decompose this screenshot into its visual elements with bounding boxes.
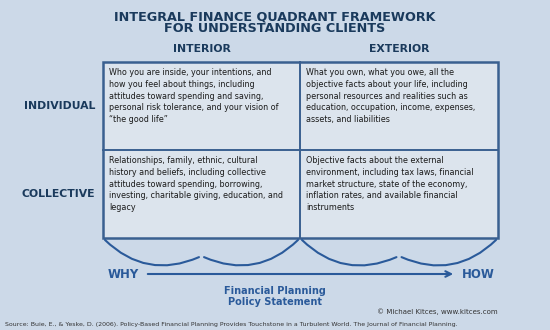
Bar bbox=[300, 150, 498, 238]
Bar bbox=[103, 62, 300, 150]
Text: Policy Statement: Policy Statement bbox=[228, 297, 322, 307]
Text: Who you are inside, your intentions, and
how you feel about things, including
at: Who you are inside, your intentions, and… bbox=[109, 68, 278, 124]
Text: Objective facts about the external
environment, including tax laws, financial
ma: Objective facts about the external envir… bbox=[306, 156, 474, 212]
Text: FOR UNDERSTANDING CLIENTS: FOR UNDERSTANDING CLIENTS bbox=[164, 22, 386, 35]
Text: Financial Planning: Financial Planning bbox=[224, 286, 326, 296]
Text: Relationships, family, ethnic, cultural
history and beliefs, including collectiv: Relationships, family, ethnic, cultural … bbox=[109, 156, 283, 212]
Text: INDIVIDUAL: INDIVIDUAL bbox=[24, 101, 95, 111]
Text: HOW: HOW bbox=[461, 268, 494, 280]
Bar bbox=[103, 150, 300, 238]
Text: INTEGRAL FINANCE QUADRANT FRAMEWORK: INTEGRAL FINANCE QUADRANT FRAMEWORK bbox=[114, 10, 436, 23]
Text: WHY: WHY bbox=[107, 268, 139, 280]
Text: INTERIOR: INTERIOR bbox=[173, 44, 230, 54]
Text: Source: Buie, E., & Yeske, D. (2006). Policy-Based Financial Planning Provides T: Source: Buie, E., & Yeske, D. (2006). Po… bbox=[5, 322, 458, 327]
Text: What you own, what you owe, all the
objective facts about your life, including
p: What you own, what you owe, all the obje… bbox=[306, 68, 475, 124]
Bar bbox=[300, 62, 498, 150]
Text: EXTERIOR: EXTERIOR bbox=[368, 44, 429, 54]
Text: © Michael Kitces, www.kitces.com: © Michael Kitces, www.kitces.com bbox=[377, 308, 498, 315]
Text: COLLECTIVE: COLLECTIVE bbox=[21, 189, 95, 199]
Bar bbox=[103, 62, 498, 238]
